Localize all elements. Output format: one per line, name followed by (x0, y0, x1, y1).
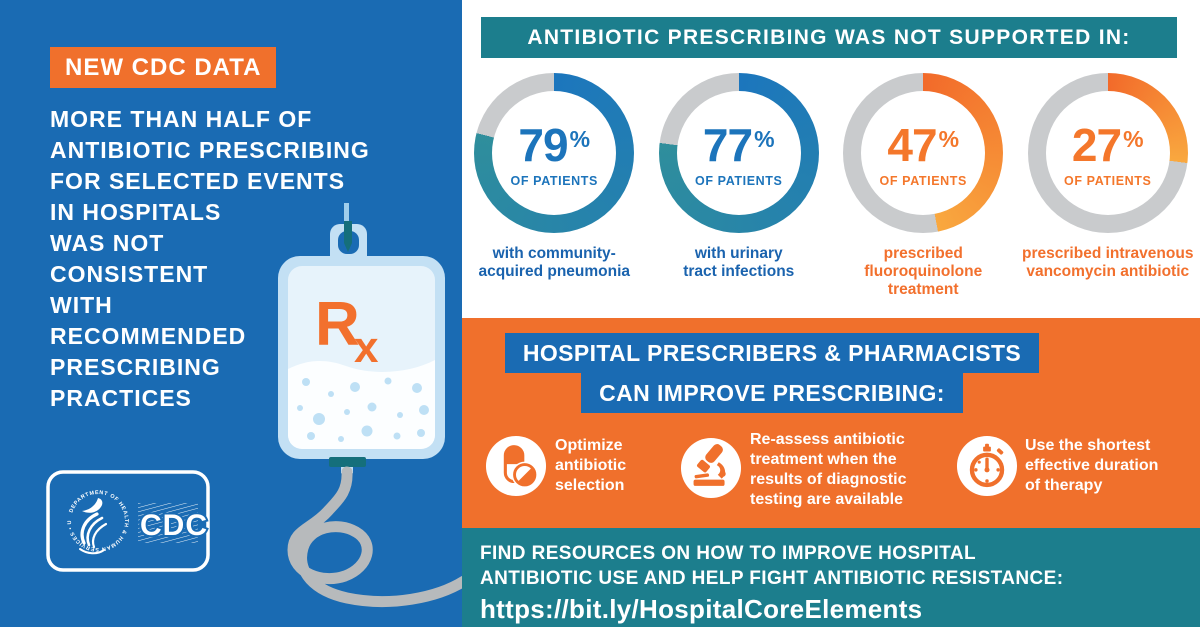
headline: MORE THAN HALF OF ANTIBIOTIC PRESCRIBING… (50, 104, 370, 414)
improve-header-line: HOSPITAL PRESCRIBERS & PHARMACISTS (504, 333, 1040, 373)
iv-liquid (288, 360, 435, 449)
percent-value: 47 (887, 119, 937, 171)
headline-line: CONSISTENT (50, 261, 209, 287)
headline-line: WAS NOT (50, 230, 165, 256)
not-supported-section: ANTIBIOTIC PRESCRIBING WAS NOT SUPPORTED… (462, 0, 1200, 318)
improve-section: HOSPITAL PRESCRIBERS & PHARMACISTS CAN I… (462, 318, 1200, 528)
resources-url-link[interactable]: https://bit.ly/HospitalCoreElements (480, 594, 923, 624)
new-cdc-data-badge: NEW CDC DATA (50, 47, 277, 88)
headline-line: PRESCRIBING (50, 354, 221, 380)
donut-value: 77% OF PATIENTS (695, 118, 782, 188)
donut-chart-vancomycin: 27% OF PATIENTS (1027, 73, 1188, 233)
donut-caption: prescribed fluoroquinolone treatment (831, 245, 1016, 299)
headline-line: WITH (50, 292, 113, 318)
improve-item-1: Optimize antibiotic selection (555, 436, 695, 496)
donut-chart-uti: 77% OF PATIENTS (658, 73, 819, 233)
caption-line: with urinary (694, 245, 783, 262)
cdc-logo-text: CDC (140, 509, 208, 542)
donut-chart-pneumonia: 79% OF PATIENTS (474, 73, 635, 233)
donut-uti: 77% OF PATIENTS with urinary tract infec… (647, 73, 832, 299)
caption-line: prescribed (883, 245, 963, 262)
iv-tube (287, 466, 470, 608)
stopwatch-icon (956, 435, 1018, 497)
logo-border (46, 470, 210, 572)
percent-sub: OF PATIENTS (879, 174, 967, 188)
caption-line: fluoroquinolone (864, 263, 983, 280)
improve-item-line: testing are available (750, 491, 903, 508)
not-supported-header: ANTIBIOTIC PRESCRIBING WAS NOT SUPPORTED… (481, 17, 1177, 58)
headline-line: RECOMMENDED (50, 323, 247, 349)
improve-item-line: results of diagnostic (750, 471, 907, 488)
pill-icon (485, 435, 547, 497)
headline-line: IN HOSPITALS (50, 199, 222, 225)
donut-value: 27% OF PATIENTS (1064, 118, 1151, 188)
iv-bubbles (297, 377, 429, 442)
iv-bag-illustration: R x (278, 203, 470, 608)
rx-symbol: R (315, 290, 360, 359)
percent-sign: % (569, 126, 591, 152)
headline-line: FOR SELECTED EVENTS (50, 168, 346, 194)
resources-text-line: ANTIBIOTIC USE AND HELP FIGHT ANTIBIOTIC… (480, 568, 1064, 589)
percent-sign: % (1123, 126, 1144, 152)
percent-sign: % (938, 126, 960, 152)
rx-symbol-x: x (354, 323, 379, 372)
improve-item-2: Re-assess antibiotic treatment when the … (750, 430, 965, 510)
improve-item-line: Use the shortest (1025, 437, 1151, 454)
improve-item-line: antibiotic (555, 457, 627, 474)
donut-value: 79% OF PATIENTS (511, 118, 598, 188)
caption-line: tract infections (683, 263, 795, 280)
improve-item-line: Optimize (555, 437, 623, 454)
donut-caption: with urinary tract infections (647, 245, 832, 281)
donut-pneumonia: 79% OF PATIENTS with community- acquired… (462, 73, 647, 299)
donut-chart-fluoroquinolone: 47% OF PATIENTS (843, 73, 1004, 233)
donut-vancomycin: 27% OF PATIENTS prescribed intravenous v… (1016, 73, 1200, 299)
iv-hook-icon (344, 221, 352, 252)
percent-value: 77 (702, 119, 753, 171)
improve-item-line: Re-assess antibiotic (750, 431, 905, 448)
iv-hanger-line (344, 203, 349, 229)
improve-item-line: of therapy (1025, 477, 1103, 494)
donut-row: 79% OF PATIENTS with community- acquired… (462, 73, 1200, 299)
improve-item-line: treatment when the (750, 451, 897, 468)
caption-line: treatment (887, 281, 959, 298)
donut-caption: with community- acquired pneumonia (462, 245, 647, 281)
cdc-hatch (138, 503, 198, 543)
headline-line: MORE THAN HALF OF (50, 106, 313, 132)
improve-header: HOSPITAL PRESCRIBERS & PHARMACISTS CAN I… (403, 333, 1141, 413)
headline-line: ANTIBIOTIC PRESCRIBING (50, 137, 370, 163)
percent-sub: OF PATIENTS (510, 174, 598, 188)
percent-value: 79 (518, 119, 568, 171)
donut-fluoroquinolone: 47% OF PATIENTS prescribed fluoroquinolo… (831, 73, 1016, 299)
caption-line: with community- (492, 245, 616, 262)
caption-line: vancomycin antibiotic (1026, 263, 1190, 280)
hhs-eagle-icon (79, 498, 108, 555)
resources-section: FIND RESOURCES ON HOW TO IMPROVE HOSPITA… (462, 528, 1200, 627)
donut-value: 47% OF PATIENTS (880, 118, 967, 188)
improve-item-line: effective duration (1025, 457, 1159, 474)
cdc-hhs-logo: DEPARTMENT OF HEALTH & HUMAN SERVICES • … (46, 470, 210, 572)
resources-text-line: FIND RESOURCES ON HOW TO IMPROVE HOSPITA… (480, 543, 977, 564)
caption-line: prescribed intravenous (1022, 245, 1194, 262)
percent-value: 27 (1071, 119, 1122, 171)
headline-line: PRACTICES (50, 385, 192, 411)
left-panel: NEW CDC DATA MORE THAN HALF OF ANTIBIOTI… (0, 0, 470, 627)
percent-sign: % (754, 126, 775, 152)
microscope-icon (680, 437, 742, 499)
improve-header-line: CAN IMPROVE PRESCRIBING: (581, 373, 963, 413)
percent-sub: OF PATIENTS (695, 174, 783, 188)
caption-line: acquired pneumonia (478, 263, 631, 280)
donut-caption: prescribed intravenous vancomycin antibi… (1016, 245, 1200, 281)
iv-port-cap (329, 457, 366, 467)
percent-sub: OF PATIENTS (1064, 174, 1152, 188)
improve-item-3: Use the shortest effective duration of t… (1025, 436, 1200, 496)
improve-item-line: selection (555, 477, 625, 494)
